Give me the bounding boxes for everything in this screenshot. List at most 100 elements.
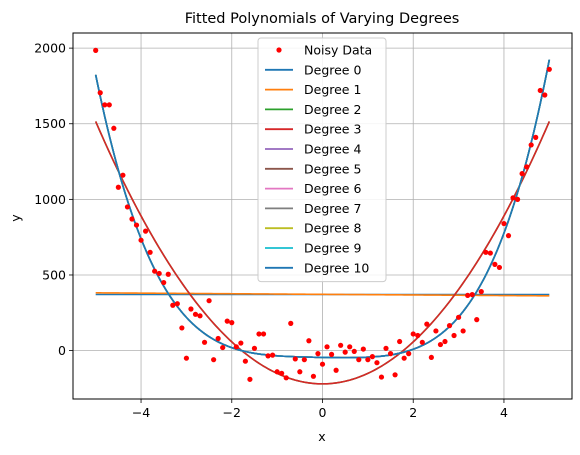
data-point — [442, 338, 448, 345]
y-axis-ticks: 0 500 1000 1500 2000 — [34, 41, 73, 358]
data-point — [469, 292, 475, 298]
data-point — [419, 339, 425, 345]
legend-label: Degree 4 — [304, 142, 361, 157]
data-point — [188, 306, 194, 312]
legend-label: Degree 6 — [304, 181, 361, 196]
legend-label: Degree 9 — [304, 241, 361, 256]
data-point — [387, 351, 394, 357]
data-point — [310, 373, 317, 379]
data-point — [496, 264, 503, 271]
legend: Noisy Data Degree 0 Degree 1 Degree 2 Degree… — [257, 37, 387, 283]
data-point — [365, 357, 371, 363]
data-point — [446, 323, 453, 329]
data-point — [106, 102, 112, 108]
x-tick-label: 2 — [409, 405, 417, 420]
data-point — [533, 134, 539, 140]
data-point — [133, 222, 140, 228]
legend-label: Noisy Data — [304, 43, 372, 58]
data-point — [451, 332, 457, 339]
data-point — [224, 318, 230, 324]
data-point — [247, 376, 253, 382]
data-point — [260, 331, 267, 337]
data-point — [292, 356, 298, 362]
legend-label: Degree 0 — [304, 62, 361, 77]
data-point — [301, 357, 307, 363]
data-point — [397, 338, 403, 345]
x-tick-label: −2 — [223, 405, 241, 420]
data-point — [510, 195, 516, 201]
data-point — [306, 338, 312, 344]
chart-title: Fitted Polynomials of Varying Degrees — [185, 11, 460, 27]
legend-label: Degree 3 — [304, 122, 361, 137]
data-point — [93, 47, 99, 53]
data-point — [179, 325, 185, 331]
data-point — [401, 355, 407, 361]
data-point — [328, 351, 335, 357]
data-point — [283, 375, 289, 381]
x-axis-ticks: −4 −2 0 2 4 — [132, 399, 508, 420]
legend-label: Degree 7 — [304, 201, 361, 216]
data-point — [233, 344, 239, 350]
x-tick-label: 4 — [500, 405, 508, 420]
data-point — [192, 311, 199, 317]
data-point — [410, 331, 416, 337]
data-point — [315, 351, 321, 357]
data-point — [197, 313, 203, 319]
data-point — [356, 357, 362, 363]
legend-label: Degree 2 — [304, 102, 361, 117]
data-point — [542, 92, 548, 98]
data-point — [161, 279, 167, 286]
data-point — [124, 204, 131, 210]
data-point — [270, 352, 276, 358]
data-point — [256, 331, 262, 337]
data-point — [147, 249, 153, 255]
y-tick-label: 2000 — [34, 41, 66, 56]
data-point — [265, 353, 271, 359]
data-point — [537, 87, 543, 94]
curve-degree-3 — [94, 121, 551, 385]
data-point — [424, 321, 430, 327]
data-point — [505, 233, 512, 239]
legend-box — [257, 37, 387, 283]
data-point — [97, 90, 103, 96]
data-point — [474, 317, 480, 323]
y-tick-label: 1000 — [34, 192, 66, 207]
data-point — [170, 302, 176, 308]
data-point — [460, 328, 466, 334]
data-point — [338, 342, 344, 348]
legend-label: Degree 5 — [304, 161, 361, 176]
data-point — [279, 370, 285, 376]
x-axis-label: x — [318, 429, 325, 444]
data-point — [102, 102, 108, 108]
data-point — [514, 196, 521, 202]
y-tick-label: 1500 — [34, 116, 66, 131]
data-point — [211, 357, 217, 363]
data-point — [183, 355, 190, 361]
data-point — [351, 348, 357, 354]
data-point — [333, 367, 339, 373]
data-point — [487, 250, 493, 256]
data-point — [274, 369, 280, 375]
legend-marker-noisy-data — [276, 47, 282, 53]
data-point — [383, 345, 389, 351]
data-point — [115, 184, 121, 190]
data-point — [138, 237, 144, 243]
data-point — [546, 66, 552, 72]
data-point — [215, 335, 221, 342]
data-point — [201, 339, 208, 345]
data-point — [142, 228, 149, 234]
data-point — [324, 344, 330, 350]
data-point — [156, 270, 162, 277]
legend-label: Degree 8 — [304, 221, 361, 236]
data-point — [378, 374, 385, 380]
data-point — [369, 354, 375, 360]
fitted-curves — [94, 59, 551, 385]
data-point — [288, 320, 294, 326]
data-point — [319, 361, 326, 367]
y-axis-label: y — [8, 214, 23, 222]
data-point — [465, 292, 471, 298]
data-point — [347, 344, 353, 350]
data-point — [528, 142, 534, 148]
legend-label: Degree 10 — [304, 260, 369, 275]
data-point — [111, 125, 117, 131]
